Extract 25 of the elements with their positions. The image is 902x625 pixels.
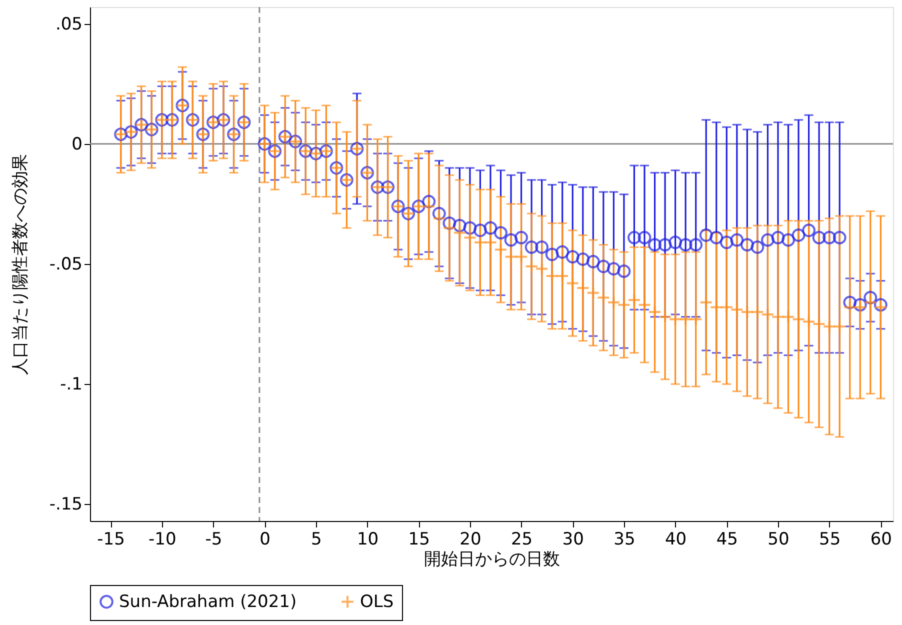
- x-tick-label: 10: [356, 530, 379, 550]
- y-tick-label: .05: [55, 14, 82, 34]
- x-tick-label: -15: [97, 530, 125, 550]
- x-tick-label: 0: [260, 530, 270, 550]
- y-axis-title: 人口当たり陽性者数への効果: [10, 154, 30, 375]
- x-tick-label: 15: [408, 530, 430, 550]
- y-tick-label: -.15: [49, 494, 82, 515]
- x-tick-label: 55: [819, 530, 841, 550]
- x-tick-label: 5: [310, 530, 322, 550]
- x-tick-label: 20: [460, 530, 482, 550]
- x-tick-label: 30: [562, 530, 584, 550]
- y-tick-label: -.1: [60, 374, 82, 395]
- x-tick-label: 35: [614, 530, 636, 550]
- x-tick-label: 50: [768, 530, 790, 550]
- x-tick-label: -5: [205, 530, 222, 550]
- x-tick-label: 40: [664, 530, 687, 550]
- x-tick-label: 25: [510, 530, 533, 550]
- legend-label: OLS: [360, 592, 394, 612]
- x-tick-label: 60: [870, 530, 892, 550]
- y-tick-label: -.05: [49, 254, 82, 274]
- x-tick-label: 45: [716, 530, 738, 550]
- legend-label: Sun-Abraham (2021): [119, 592, 297, 612]
- y-tick-label: 0: [72, 134, 82, 154]
- x-axis-title: 開始日からの日数: [424, 550, 560, 570]
- x-tick-label: -10: [148, 530, 176, 550]
